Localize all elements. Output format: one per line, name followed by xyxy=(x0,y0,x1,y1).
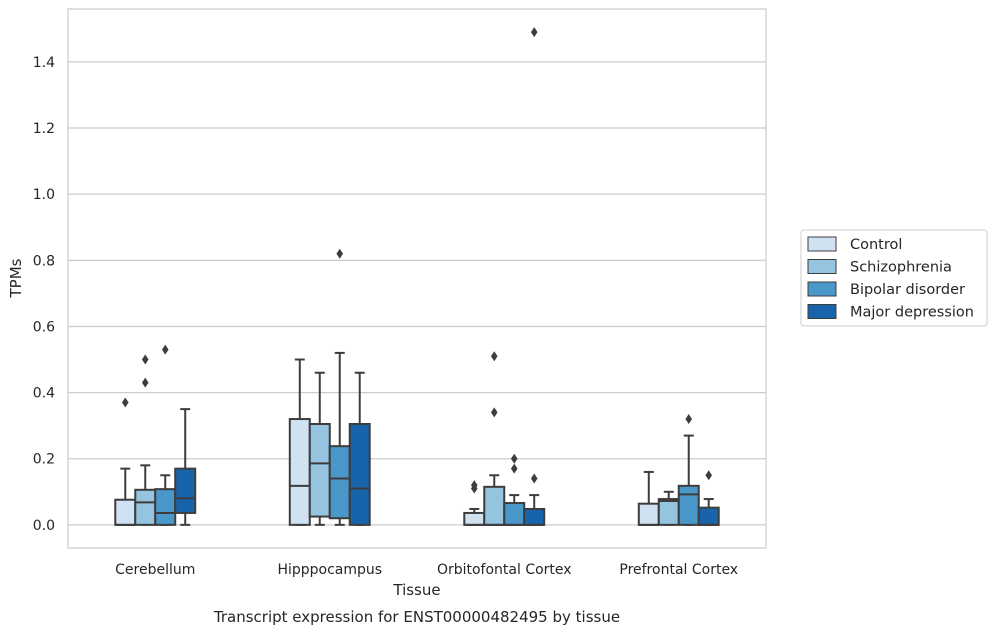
outlier-point xyxy=(530,473,538,484)
box-0-1 xyxy=(134,354,157,526)
iqr-box xyxy=(114,498,137,526)
y-axis-title: TPMs xyxy=(7,258,25,298)
outlier-point xyxy=(470,480,478,491)
box-0-3 xyxy=(174,408,197,526)
iqr-box xyxy=(288,418,311,526)
y-tick-label: 1.2 xyxy=(33,121,55,137)
box-3-1 xyxy=(657,490,680,526)
box-3-3 xyxy=(697,470,720,526)
legend-swatch xyxy=(807,304,837,319)
box-2-3 xyxy=(523,27,546,526)
box-3-0 xyxy=(637,470,660,526)
legend-swatch xyxy=(807,236,837,252)
y-tick-label: 0.0 xyxy=(33,518,55,534)
legend-label: Control xyxy=(850,237,902,253)
y-tick-labels: 0.0 0.2 0.4 0.6 0.8 1.0 1.2 1.4 xyxy=(33,55,55,534)
iqr-box xyxy=(483,485,506,526)
x-tick-label: Hipppocampus xyxy=(277,562,382,578)
outlier-point xyxy=(121,397,129,408)
iqr-box xyxy=(328,445,351,520)
outlier-point xyxy=(705,470,713,481)
iqr-box xyxy=(154,488,177,526)
iqr-box xyxy=(503,502,526,526)
box-3-2 xyxy=(677,414,700,526)
legend-frame xyxy=(800,229,988,327)
y-tick-label: 0.6 xyxy=(33,319,55,335)
iqr-box xyxy=(657,498,680,526)
box-0-0 xyxy=(114,397,137,526)
legend-label: Bipolar disorder xyxy=(850,282,965,298)
x-tick-label: Cerebellum xyxy=(115,562,195,578)
legend-label: Major depression xyxy=(850,305,974,321)
plot-frame xyxy=(67,8,767,549)
legend-label: Schizophrenia xyxy=(850,260,952,276)
y-tick-label: 1.4 xyxy=(33,55,55,71)
iqr-box xyxy=(637,502,660,526)
figure-caption: Transcript expression for ENST0000048249… xyxy=(213,608,620,626)
outlier-point xyxy=(490,407,498,418)
outlier-point xyxy=(685,414,693,425)
x-tick-label: Prefrontal Cortex xyxy=(619,562,738,578)
y-tick-label: 0.4 xyxy=(33,386,55,402)
box-2-1 xyxy=(483,351,506,526)
iqr-box xyxy=(174,467,197,514)
box-1-3 xyxy=(348,371,371,526)
outlier-point xyxy=(141,377,149,388)
outlier-point xyxy=(530,27,538,38)
iqr-box xyxy=(523,507,546,526)
outlier-point xyxy=(161,344,169,355)
outlier-point xyxy=(141,354,149,365)
iqr-box xyxy=(697,506,720,526)
y-tick-label: 0.2 xyxy=(33,452,55,468)
legend-swatch xyxy=(807,259,837,274)
x-tick-labels: Cerebellum Hipppocampus Orbitofontal Corte… xyxy=(115,562,738,578)
outlier-point xyxy=(490,351,498,362)
iqr-box xyxy=(348,422,371,526)
iqr-box xyxy=(463,511,486,526)
iqr-box xyxy=(134,488,157,526)
box-1-0 xyxy=(288,358,311,526)
box-0-2 xyxy=(154,344,177,526)
box-1-1 xyxy=(308,371,331,526)
outlier-point xyxy=(510,463,518,474)
box-2-2 xyxy=(503,453,526,526)
iqr-box xyxy=(308,422,331,518)
y-tick-label: 1.0 xyxy=(33,187,55,203)
outlier-point xyxy=(336,248,344,259)
x-tick-label: Orbitofontal Cortex xyxy=(437,562,572,578)
box-2-0 xyxy=(463,480,486,526)
boxes xyxy=(114,27,720,526)
legend-swatch xyxy=(807,281,837,297)
legend: Control Schizophrenia Bipolar disorder Majo… xyxy=(800,229,988,327)
x-axis-title: Tissue xyxy=(392,581,440,599)
y-tick-label: 0.8 xyxy=(33,253,55,269)
outlier-point xyxy=(510,453,518,464)
iqr-box xyxy=(677,484,700,526)
gridlines xyxy=(68,61,766,526)
box-1-2 xyxy=(328,248,351,526)
